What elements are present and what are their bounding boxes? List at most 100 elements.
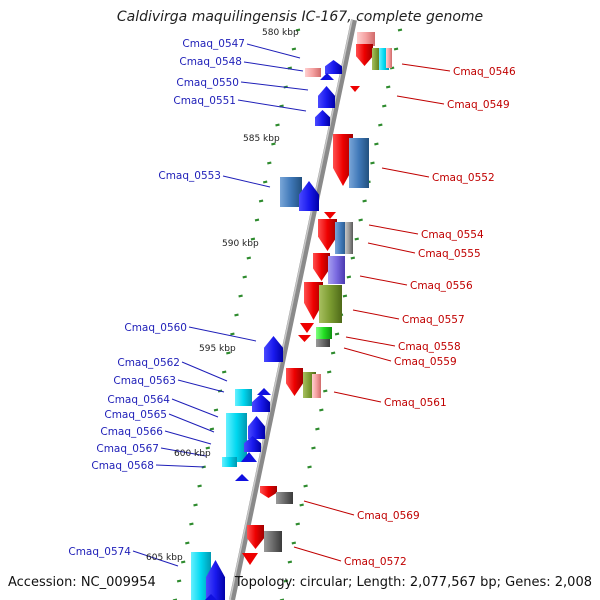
- leader-line: [168, 413, 215, 433]
- leader-line: [177, 379, 225, 393]
- gene-feature[interactable]: [372, 48, 381, 70]
- track-tick: [291, 541, 297, 545]
- gene-feature-cmaq-0552[interactable]: [333, 134, 353, 186]
- gene-label-cmaq-0567[interactable]: Cmaq_0567: [96, 443, 159, 455]
- gene-feature-cmaq-0564[interactable]: [248, 416, 265, 439]
- gene-feature-cmaq-0563[interactable]: [252, 394, 270, 412]
- gene-feature-cmaq-0565[interactable]: [244, 436, 261, 452]
- gene-feature-cmaq-0555[interactable]: [335, 222, 347, 254]
- gene-feature[interactable]: [286, 368, 303, 396]
- gene-label-cmaq-0554[interactable]: Cmaq_0554: [421, 229, 484, 241]
- gene-feature-cmaq-0553[interactable]: [280, 177, 302, 207]
- gene-feature-cmaq-0567[interactable]: [241, 452, 257, 462]
- track-tick: [287, 560, 293, 564]
- scale-label-595: 595 kbp: [199, 344, 236, 354]
- gene-feature[interactable]: [247, 525, 264, 549]
- gene-feature[interactable]: [345, 222, 353, 254]
- track-tick: [311, 446, 316, 450]
- gene-feature-cmaq-0560[interactable]: [264, 336, 283, 362]
- gene-label-cmaq-0572[interactable]: Cmaq_0572: [344, 556, 407, 568]
- gene-feature-cmaq-0556[interactable]: [328, 256, 345, 284]
- gene-label-cmaq-0552[interactable]: Cmaq_0552: [432, 172, 495, 184]
- track-tick: [221, 370, 227, 374]
- track-tick: [254, 218, 260, 222]
- leader-line: [132, 550, 179, 567]
- scale-label-600: 600 kbp: [174, 449, 211, 459]
- track-tick: [193, 503, 198, 507]
- gene-label-cmaq-0557[interactable]: Cmaq_0557: [402, 314, 465, 326]
- map-title: Caldivirga maquilingensis IC-167, comple…: [116, 9, 484, 25]
- gene-label-cmaq-0564[interactable]: Cmaq_0564: [107, 394, 170, 406]
- gene-feature[interactable]: [324, 212, 336, 219]
- gene-label-cmaq-0550[interactable]: Cmaq_0550: [176, 77, 239, 89]
- gene-features: [191, 32, 392, 600]
- gene-label-cmaq-0562[interactable]: Cmaq_0562: [117, 357, 180, 369]
- gene-feature-cmaq-0561[interactable]: [312, 374, 321, 398]
- gene-feature[interactable]: [379, 48, 389, 70]
- gene-feature[interactable]: [298, 335, 311, 342]
- gene-feature[interactable]: [205, 594, 217, 600]
- gene-label-cmaq-0561[interactable]: Cmaq_0561: [384, 397, 447, 409]
- gene-feature-cmaq-0554[interactable]: [318, 219, 337, 251]
- gene-feature[interactable]: [357, 32, 375, 46]
- gene-feature-cmaq-0557[interactable]: [319, 285, 342, 323]
- gene-label-cmaq-0546[interactable]: Cmaq_0546: [453, 66, 516, 78]
- gene-label-cmaq-0549[interactable]: Cmaq_0549: [447, 99, 510, 111]
- gene-label-cmaq-0555[interactable]: Cmaq_0555: [418, 248, 481, 260]
- track-tick: [287, 66, 293, 70]
- gene-feature-cmaq-0559[interactable]: [316, 339, 330, 347]
- gene-feature-cmaq-0558[interactable]: [316, 327, 332, 339]
- gene-feature-cmaq-0550[interactable]: [318, 86, 335, 108]
- gene-feature[interactable]: [304, 282, 323, 320]
- gene-label-cmaq-0568[interactable]: Cmaq_0568: [91, 460, 154, 472]
- track-tick: [330, 351, 336, 355]
- track-tick: [258, 199, 264, 203]
- track-tick: [382, 104, 387, 108]
- gene-feature-cmaq-0547[interactable]: [325, 60, 342, 74]
- gene-feature[interactable]: [206, 560, 225, 600]
- gene-label-cmaq-0563[interactable]: Cmaq_0563: [113, 375, 176, 387]
- gene-feature-cmaq-0568[interactable]: [235, 474, 249, 481]
- gene-label-cmaq-0551[interactable]: Cmaq_0551: [173, 95, 236, 107]
- track-tick: [354, 237, 359, 241]
- track-tick: [230, 332, 235, 336]
- gene-feature[interactable]: [300, 323, 314, 333]
- track-tick: [185, 541, 190, 545]
- gene-feature-cmaq-0562[interactable]: [235, 389, 252, 406]
- gene-feature[interactable]: [313, 253, 330, 281]
- gene-label-cmaq-0569[interactable]: Cmaq_0569: [357, 510, 420, 522]
- gene-label-cmaq-0565[interactable]: Cmaq_0565: [104, 409, 167, 421]
- gene-feature[interactable]: [349, 138, 369, 188]
- gene-feature[interactable]: [264, 531, 282, 552]
- gene-label-cmaq-0574[interactable]: Cmaq_0574: [68, 546, 131, 558]
- gene-feature[interactable]: [260, 486, 277, 498]
- leader-line: [333, 391, 382, 403]
- gene-feature-cmaq-0548[interactable]: [305, 68, 321, 77]
- track-tick: [334, 332, 340, 336]
- gene-label-cmaq-0553[interactable]: Cmaq_0553: [158, 170, 221, 182]
- gene-label-cmaq-0558[interactable]: Cmaq_0558: [398, 341, 461, 353]
- gene-feature-cmaq-0572[interactable]: [242, 553, 258, 565]
- gene-label-cmaq-0566[interactable]: Cmaq_0566: [100, 426, 163, 438]
- track-tick: [213, 408, 219, 412]
- gene-feature[interactable]: [320, 73, 334, 80]
- leader-line: [293, 546, 342, 562]
- gene-feature-cmaq-0549[interactable]: [350, 86, 360, 92]
- track-tick: [350, 256, 356, 260]
- gene-feature-cmaq-0569[interactable]: [276, 492, 293, 504]
- gene-label-cmaq-0547[interactable]: Cmaq_0547: [182, 38, 245, 50]
- gene-label-cmaq-0559[interactable]: Cmaq_0559: [394, 356, 457, 368]
- gene-feature-cmaq-0566[interactable]: [226, 413, 247, 462]
- gene-feature-cmaq-0546[interactable]: [356, 44, 373, 66]
- gene-feature[interactable]: [257, 388, 271, 395]
- gene-label-cmaq-0556[interactable]: Cmaq_0556: [410, 280, 473, 292]
- track-tick: [326, 370, 332, 374]
- gene-feature-cmaq-0551[interactable]: [315, 110, 330, 126]
- gene-feature[interactable]: [386, 48, 392, 68]
- gene-feature[interactable]: [299, 181, 319, 211]
- track-tick: [307, 465, 312, 469]
- track-tick: [279, 104, 284, 108]
- gene-label-cmaq-0548[interactable]: Cmaq_0548: [179, 56, 242, 68]
- gene-label-cmaq-0560[interactable]: Cmaq_0560: [124, 322, 187, 334]
- gene-feature[interactable]: [222, 457, 237, 467]
